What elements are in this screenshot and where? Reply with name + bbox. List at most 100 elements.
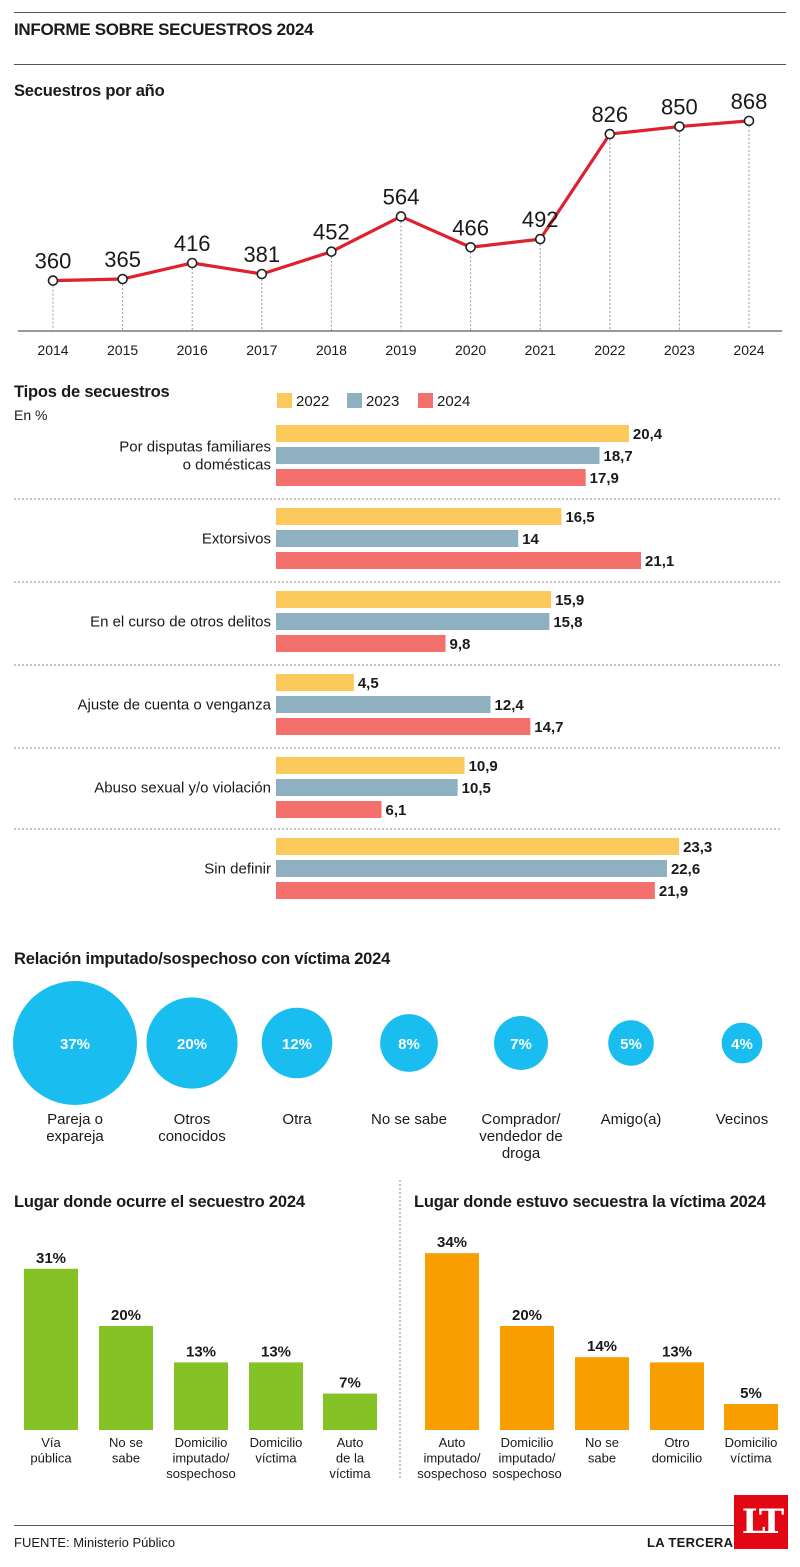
bar-value-label: 18,7 — [604, 448, 633, 465]
column-category-label: Auto — [439, 1435, 466, 1450]
column-category-label: Domicilio — [250, 1435, 303, 1450]
column-category-label: sabe — [112, 1451, 140, 1466]
data-point — [395, 211, 407, 222]
column-bar — [323, 1393, 377, 1430]
bubble — [494, 1016, 548, 1070]
bubble-category-label: Vecinos — [716, 1111, 769, 1128]
bubble-category-label: Comprador/ — [481, 1111, 561, 1128]
bar — [276, 882, 655, 899]
column-value-label: 5% — [740, 1385, 762, 1402]
x-tick-label: 2015 — [107, 342, 138, 358]
place-held-chart-title: Lugar donde estuvo secuestra la víctima … — [414, 1193, 766, 1211]
x-tick-label: 2021 — [525, 342, 556, 358]
column-category-label: víctima — [255, 1451, 297, 1466]
column-category-label: Domicilio — [175, 1435, 228, 1450]
bar-value-label: 22,6 — [671, 861, 700, 878]
x-tick-label: 2019 — [385, 342, 416, 358]
bubble-category-label: Amigo(a) — [601, 1111, 662, 1128]
title-rule — [14, 64, 786, 65]
column-category-label: imputado/ — [498, 1451, 555, 1466]
bar — [276, 508, 562, 525]
column-value-label: 20% — [512, 1307, 542, 1324]
data-label: 416 — [174, 231, 211, 256]
bar-value-label: 20,4 — [633, 426, 663, 443]
x-tick-label: 2023 — [664, 342, 695, 358]
column-category-label: sabe — [588, 1451, 616, 1466]
data-label: 868 — [731, 89, 768, 114]
bar — [276, 530, 519, 547]
bar — [276, 779, 458, 796]
bubble-value-label: 20% — [177, 1036, 207, 1053]
bar-value-label: 4,5 — [358, 675, 379, 692]
data-label: 826 — [591, 102, 628, 127]
column-category-label: sospechoso — [166, 1466, 235, 1481]
category-label: Extorsivos — [202, 531, 271, 548]
column-category-label: Otro — [664, 1435, 689, 1450]
bar — [276, 718, 531, 735]
column-bar — [425, 1253, 479, 1430]
data-point — [326, 246, 337, 257]
data-label: 466 — [452, 215, 489, 240]
category-label: Ajuste de cuenta o venganza — [78, 697, 272, 714]
column-value-label: 14% — [587, 1338, 617, 1355]
bar-value-label: 17,9 — [590, 470, 619, 487]
bubble — [380, 1014, 438, 1072]
column-bar — [724, 1404, 778, 1430]
column-category-label: sospechoso — [417, 1466, 486, 1481]
bubble — [146, 997, 238, 1089]
bar — [276, 674, 354, 691]
top-rule — [14, 12, 786, 13]
legend-swatch — [277, 393, 292, 408]
place-occurs-chart-title: Lugar donde ocurre el secuestro 2024 — [14, 1193, 305, 1211]
bar — [276, 696, 491, 713]
x-tick-label: 2016 — [177, 342, 208, 358]
bubble — [608, 1020, 654, 1066]
bar-value-label: 21,9 — [659, 883, 688, 900]
bar — [276, 591, 552, 608]
footer-rule — [14, 1525, 786, 1526]
bar-value-label: 14 — [522, 531, 539, 548]
bar — [276, 552, 642, 569]
bar — [276, 635, 446, 652]
page-title: INFORME SOBRE SECUESTROS 2024 — [14, 20, 314, 39]
source-note: FUENTE: Ministerio Público — [14, 1535, 176, 1550]
column-bar — [249, 1362, 303, 1430]
column-category-label: imputado/ — [172, 1451, 229, 1466]
bubble — [721, 1022, 763, 1064]
column-category-label: imputado/ — [423, 1451, 480, 1466]
x-tick-label: 2014 — [37, 342, 68, 358]
column-category-label: sospechoso — [492, 1466, 561, 1481]
relation-chart-title: Relación imputado/sospechoso con víctima… — [14, 950, 391, 968]
column-category-label: No se — [585, 1435, 619, 1450]
column-category-label: víctima — [730, 1451, 772, 1466]
column-value-label: 13% — [662, 1343, 692, 1360]
x-tick-label: 2018 — [316, 342, 347, 358]
bubble-value-label: 12% — [282, 1036, 312, 1053]
data-label: 360 — [35, 249, 72, 274]
bubble-value-label: 37% — [60, 1036, 90, 1053]
legend-swatch — [347, 393, 362, 408]
category-label: o domésticas — [183, 457, 271, 474]
data-label: 452 — [313, 220, 350, 245]
types-chart-title: Tipos de secuestros — [14, 383, 170, 401]
bubble-category-label: expareja — [46, 1128, 104, 1145]
line-chart: 2014 2015 2016 2017 2018 2019 2020 2021 2022 2023… — [18, 89, 782, 358]
bar-value-label: 15,9 — [555, 592, 584, 609]
brand-logo: LT — [734, 1495, 788, 1549]
bar-value-label: 12,4 — [495, 697, 525, 714]
column-category-label: Domicilio — [725, 1435, 778, 1450]
bar-value-label: 21,1 — [645, 553, 674, 570]
column-bar — [650, 1362, 704, 1430]
column-value-label: 31% — [36, 1250, 66, 1267]
x-tick-label: 2017 — [246, 342, 277, 358]
column-value-label: 13% — [261, 1343, 291, 1360]
legend-swatch — [418, 393, 433, 408]
data-point — [117, 273, 128, 285]
bar — [276, 801, 382, 818]
types-chart-unit: En % — [14, 407, 48, 423]
category-label: En el curso de otros delitos — [90, 614, 271, 631]
column-bar — [575, 1357, 629, 1430]
